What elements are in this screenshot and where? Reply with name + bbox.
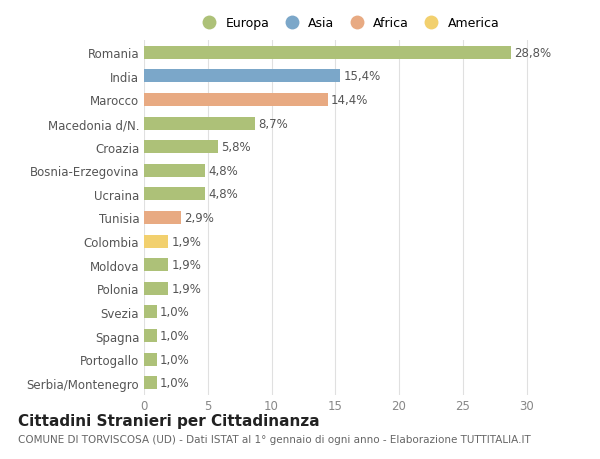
Bar xyxy=(144,282,168,295)
Bar xyxy=(144,235,168,248)
Bar xyxy=(144,164,205,177)
Legend: Europa, Asia, Africa, America: Europa, Asia, Africa, America xyxy=(191,12,505,35)
Text: 15,4%: 15,4% xyxy=(344,70,381,83)
Text: 2,9%: 2,9% xyxy=(184,212,214,224)
Bar xyxy=(144,118,255,130)
Text: 1,0%: 1,0% xyxy=(160,306,190,319)
Bar xyxy=(144,306,157,319)
Text: 1,9%: 1,9% xyxy=(172,235,201,248)
Bar xyxy=(144,70,340,83)
Text: 14,4%: 14,4% xyxy=(331,94,368,106)
Bar xyxy=(144,141,218,154)
Text: 5,8%: 5,8% xyxy=(221,141,251,154)
Text: 1,0%: 1,0% xyxy=(160,353,190,366)
Text: Cittadini Stranieri per Cittadinanza: Cittadini Stranieri per Cittadinanza xyxy=(18,413,320,428)
Text: 1,9%: 1,9% xyxy=(172,282,201,295)
Bar xyxy=(144,259,168,272)
Bar xyxy=(144,94,328,106)
Text: 28,8%: 28,8% xyxy=(514,47,551,60)
Bar xyxy=(144,212,181,224)
Text: 4,8%: 4,8% xyxy=(208,164,238,177)
Text: 1,9%: 1,9% xyxy=(172,259,201,272)
Bar xyxy=(144,47,511,60)
Bar xyxy=(144,330,157,342)
Text: 1,0%: 1,0% xyxy=(160,376,190,389)
Bar xyxy=(144,376,157,389)
Text: 1,0%: 1,0% xyxy=(160,330,190,342)
Bar xyxy=(144,188,205,201)
Bar xyxy=(144,353,157,366)
Text: COMUNE DI TORVISCOSA (UD) - Dati ISTAT al 1° gennaio di ogni anno - Elaborazione: COMUNE DI TORVISCOSA (UD) - Dati ISTAT a… xyxy=(18,434,531,444)
Text: 4,8%: 4,8% xyxy=(208,188,238,201)
Text: 8,7%: 8,7% xyxy=(258,118,288,130)
